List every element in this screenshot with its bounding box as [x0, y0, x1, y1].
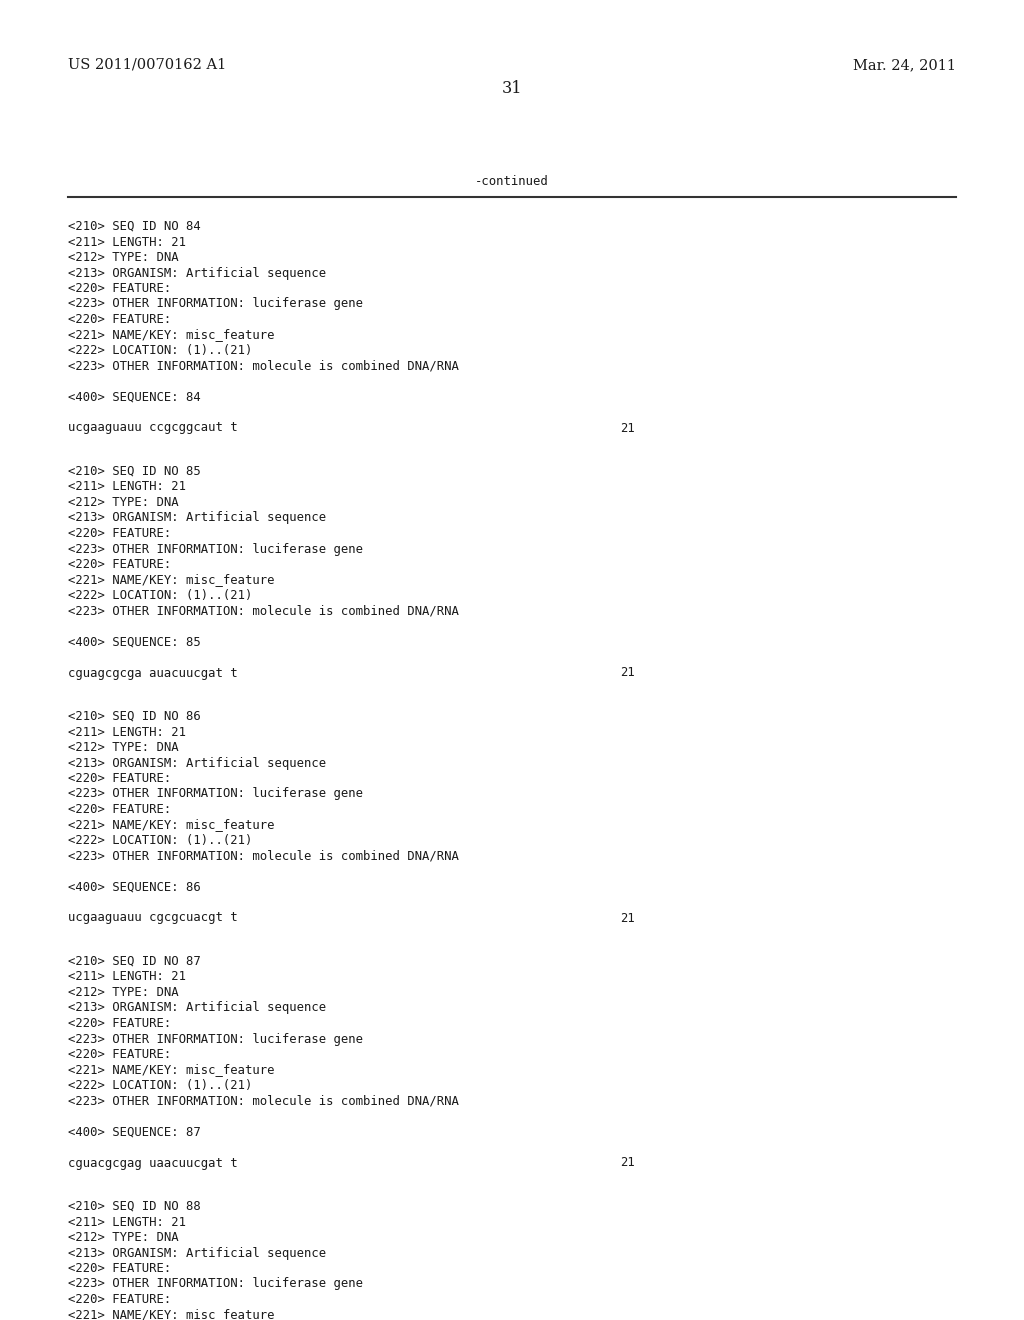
Text: <212> TYPE: DNA: <212> TYPE: DNA — [68, 251, 178, 264]
Text: <223> OTHER INFORMATION: luciferase gene: <223> OTHER INFORMATION: luciferase gene — [68, 297, 362, 310]
Text: US 2011/0070162 A1: US 2011/0070162 A1 — [68, 58, 226, 73]
Text: <223> OTHER INFORMATION: luciferase gene: <223> OTHER INFORMATION: luciferase gene — [68, 1032, 362, 1045]
Text: <210> SEQ ID NO 84: <210> SEQ ID NO 84 — [68, 220, 201, 234]
Text: <220> FEATURE:: <220> FEATURE: — [68, 1016, 171, 1030]
Text: <222> LOCATION: (1)..(21): <222> LOCATION: (1)..(21) — [68, 345, 252, 356]
Text: <212> TYPE: DNA: <212> TYPE: DNA — [68, 741, 178, 754]
Text: 21: 21 — [620, 912, 635, 924]
Text: <221> NAME/KEY: misc_feature: <221> NAME/KEY: misc_feature — [68, 1064, 274, 1077]
Text: <220> FEATURE:: <220> FEATURE: — [68, 803, 171, 816]
Text: <211> LENGTH: 21: <211> LENGTH: 21 — [68, 970, 186, 983]
Text: <220> FEATURE:: <220> FEATURE: — [68, 282, 171, 294]
Text: <222> LOCATION: (1)..(21): <222> LOCATION: (1)..(21) — [68, 589, 252, 602]
Text: ucgaaguauu ccgcggcaut t: ucgaaguauu ccgcggcaut t — [68, 421, 238, 434]
Text: <210> SEQ ID NO 88: <210> SEQ ID NO 88 — [68, 1200, 201, 1213]
Text: <400> SEQUENCE: 85: <400> SEQUENCE: 85 — [68, 635, 201, 648]
Text: -continued: -continued — [475, 176, 549, 187]
Text: <221> NAME/KEY: misc_feature: <221> NAME/KEY: misc_feature — [68, 1308, 274, 1320]
Text: <211> LENGTH: 21: <211> LENGTH: 21 — [68, 1216, 186, 1229]
Text: <223> OTHER INFORMATION: molecule is combined DNA/RNA: <223> OTHER INFORMATION: molecule is com… — [68, 1094, 459, 1107]
Text: <223> OTHER INFORMATION: molecule is combined DNA/RNA: <223> OTHER INFORMATION: molecule is com… — [68, 605, 459, 618]
Text: <220> FEATURE:: <220> FEATURE: — [68, 1294, 171, 1305]
Text: <223> OTHER INFORMATION: molecule is combined DNA/RNA: <223> OTHER INFORMATION: molecule is com… — [68, 850, 459, 862]
Text: <221> NAME/KEY: misc_feature: <221> NAME/KEY: misc_feature — [68, 573, 274, 586]
Text: <210> SEQ ID NO 85: <210> SEQ ID NO 85 — [68, 465, 201, 478]
Text: <223> OTHER INFORMATION: luciferase gene: <223> OTHER INFORMATION: luciferase gene — [68, 788, 362, 800]
Text: <213> ORGANISM: Artificial sequence: <213> ORGANISM: Artificial sequence — [68, 511, 326, 524]
Text: cguacgcgag uaacuucgat t: cguacgcgag uaacuucgat t — [68, 1156, 238, 1170]
Text: Mar. 24, 2011: Mar. 24, 2011 — [853, 58, 956, 73]
Text: <223> OTHER INFORMATION: luciferase gene: <223> OTHER INFORMATION: luciferase gene — [68, 1278, 362, 1291]
Text: <221> NAME/KEY: misc_feature: <221> NAME/KEY: misc_feature — [68, 818, 274, 832]
Text: 21: 21 — [620, 421, 635, 434]
Text: 21: 21 — [620, 667, 635, 680]
Text: <222> LOCATION: (1)..(21): <222> LOCATION: (1)..(21) — [68, 1078, 252, 1092]
Text: <210> SEQ ID NO 87: <210> SEQ ID NO 87 — [68, 954, 201, 968]
Text: <213> ORGANISM: Artificial sequence: <213> ORGANISM: Artificial sequence — [68, 756, 326, 770]
Text: 31: 31 — [502, 81, 522, 96]
Text: <211> LENGTH: 21: <211> LENGTH: 21 — [68, 235, 186, 248]
Text: <210> SEQ ID NO 86: <210> SEQ ID NO 86 — [68, 710, 201, 723]
Text: <400> SEQUENCE: 87: <400> SEQUENCE: 87 — [68, 1126, 201, 1138]
Text: ucgaaguauu cgcgcuacgt t: ucgaaguauu cgcgcuacgt t — [68, 912, 238, 924]
Text: <212> TYPE: DNA: <212> TYPE: DNA — [68, 496, 178, 510]
Text: <212> TYPE: DNA: <212> TYPE: DNA — [68, 1232, 178, 1243]
Text: <211> LENGTH: 21: <211> LENGTH: 21 — [68, 480, 186, 494]
Text: cguagcgcga auacuucgat t: cguagcgcga auacuucgat t — [68, 667, 238, 680]
Text: <211> LENGTH: 21: <211> LENGTH: 21 — [68, 726, 186, 738]
Text: <220> FEATURE:: <220> FEATURE: — [68, 313, 171, 326]
Text: <220> FEATURE:: <220> FEATURE: — [68, 1262, 171, 1275]
Text: <223> OTHER INFORMATION: luciferase gene: <223> OTHER INFORMATION: luciferase gene — [68, 543, 362, 556]
Text: <220> FEATURE:: <220> FEATURE: — [68, 1048, 171, 1061]
Text: <220> FEATURE:: <220> FEATURE: — [68, 527, 171, 540]
Text: <221> NAME/KEY: misc_feature: <221> NAME/KEY: misc_feature — [68, 329, 274, 342]
Text: <220> FEATURE:: <220> FEATURE: — [68, 772, 171, 785]
Text: <213> ORGANISM: Artificial sequence: <213> ORGANISM: Artificial sequence — [68, 267, 326, 280]
Text: 21: 21 — [620, 1156, 635, 1170]
Text: <222> LOCATION: (1)..(21): <222> LOCATION: (1)..(21) — [68, 834, 252, 847]
Text: <213> ORGANISM: Artificial sequence: <213> ORGANISM: Artificial sequence — [68, 1002, 326, 1015]
Text: <212> TYPE: DNA: <212> TYPE: DNA — [68, 986, 178, 999]
Text: <220> FEATURE:: <220> FEATURE: — [68, 558, 171, 572]
Text: <400> SEQUENCE: 86: <400> SEQUENCE: 86 — [68, 880, 201, 894]
Text: <223> OTHER INFORMATION: molecule is combined DNA/RNA: <223> OTHER INFORMATION: molecule is com… — [68, 359, 459, 372]
Text: <400> SEQUENCE: 84: <400> SEQUENCE: 84 — [68, 391, 201, 404]
Text: <213> ORGANISM: Artificial sequence: <213> ORGANISM: Artificial sequence — [68, 1246, 326, 1259]
